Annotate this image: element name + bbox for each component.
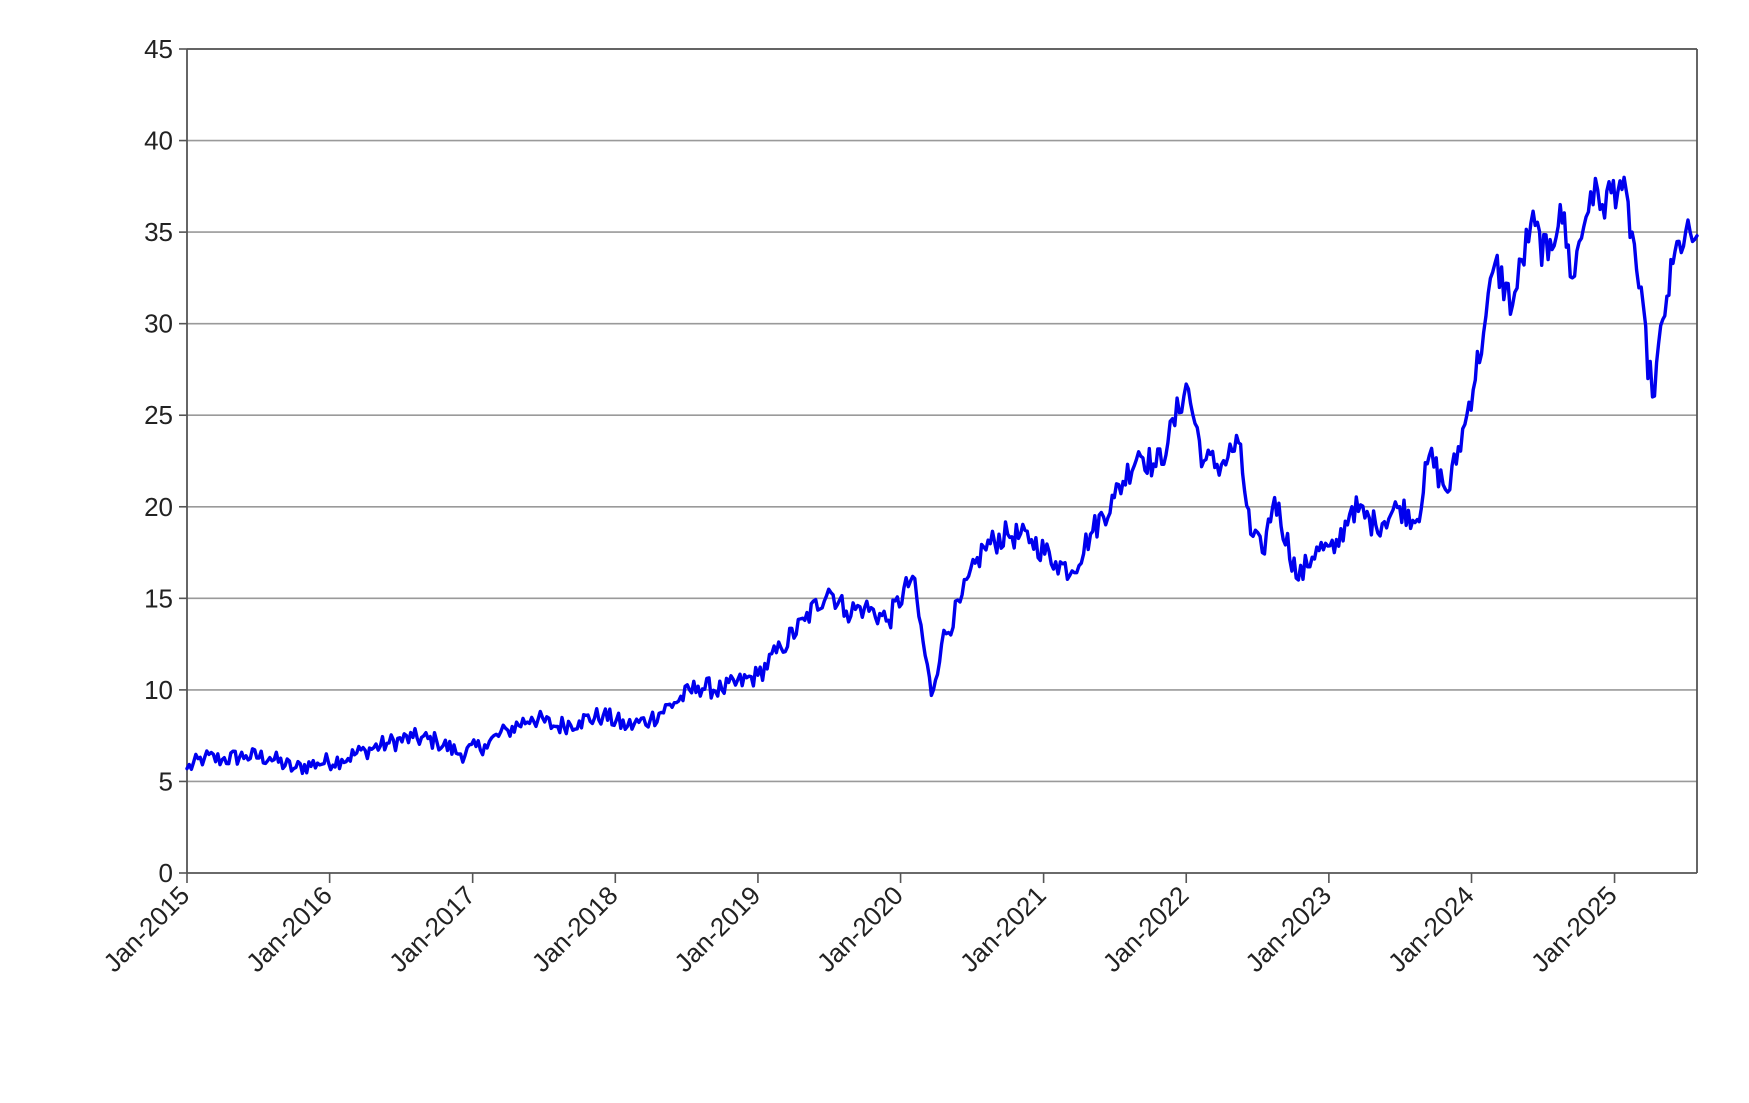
x-tick-labels: Jan-2015 Jan-2016 Jan-2017 Jan-2018 Jan-2019…	[97, 880, 1622, 978]
x-tick-label: Jan-2020	[811, 880, 909, 978]
y-tick-label: 10	[144, 675, 173, 705]
x-tick-label: Jan-2021	[954, 880, 1052, 978]
y-tick-label: 15	[144, 583, 173, 613]
x-tick-label: Jan-2025	[1525, 880, 1623, 978]
x-tick-label: Jan-2023	[1239, 880, 1337, 978]
y-tick-label: 40	[144, 126, 173, 156]
gridlines	[187, 48, 1697, 783]
y-tick-label: 30	[144, 309, 173, 339]
axes	[179, 48, 1698, 883]
y-tick-label: 0	[159, 858, 173, 888]
x-tick-label: Jan-2024	[1382, 880, 1480, 978]
x-tick-label: Jan-2022	[1097, 880, 1195, 978]
x-tick-label: Jan-2019	[668, 880, 766, 978]
y-tick-label: 25	[144, 400, 173, 430]
x-tick-label: Jan-2018	[526, 880, 624, 978]
y-tick-labels: 0 5 10 15 20 25 30 35 40 45	[144, 34, 173, 888]
y-tick-label: 5	[159, 766, 173, 796]
series-line	[185, 175, 1699, 776]
y-tick-label: 45	[144, 34, 173, 64]
y-tick-label: 20	[144, 492, 173, 522]
y-tick-label: 35	[144, 217, 173, 247]
x-tick-label: Jan-2017	[383, 880, 481, 978]
x-tick-label: Jan-2016	[240, 880, 338, 978]
x-tick-label: Jan-2015	[97, 880, 195, 978]
series-layer	[185, 175, 1699, 776]
